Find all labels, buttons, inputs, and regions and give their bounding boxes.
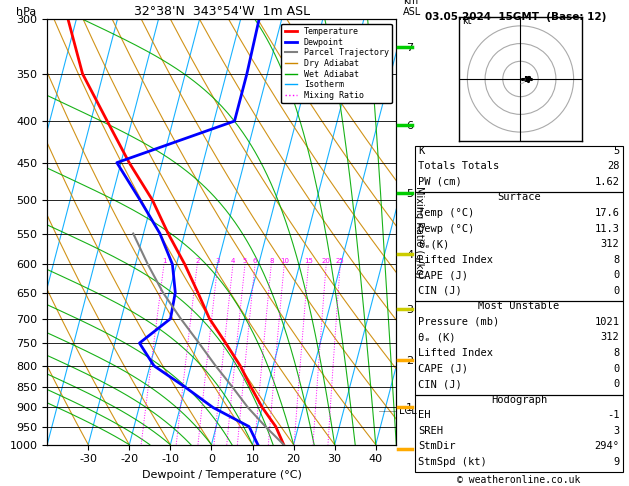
Text: 8: 8 bbox=[613, 348, 620, 358]
Text: CIN (J): CIN (J) bbox=[418, 286, 462, 296]
Text: PW (cm): PW (cm) bbox=[418, 177, 462, 187]
Text: LCL: LCL bbox=[399, 406, 417, 417]
Text: 28: 28 bbox=[607, 161, 620, 172]
Text: 11.3: 11.3 bbox=[594, 224, 620, 234]
Text: CIN (J): CIN (J) bbox=[418, 379, 462, 389]
Title: 32°38'N  343°54'W  1m ASL: 32°38'N 343°54'W 1m ASL bbox=[133, 5, 310, 18]
Text: 312: 312 bbox=[601, 239, 620, 249]
Text: 8: 8 bbox=[269, 258, 274, 264]
Text: Lifted Index: Lifted Index bbox=[418, 348, 493, 358]
Legend: Temperature, Dewpoint, Parcel Trajectory, Dry Adiabat, Wet Adiabat, Isotherm, Mi: Temperature, Dewpoint, Parcel Trajectory… bbox=[281, 24, 392, 103]
Text: 20: 20 bbox=[322, 258, 331, 264]
Text: 8: 8 bbox=[613, 255, 620, 265]
Text: 2: 2 bbox=[195, 258, 199, 264]
Text: -1: -1 bbox=[607, 410, 620, 420]
Text: Surface: Surface bbox=[497, 192, 541, 203]
Text: 6: 6 bbox=[253, 258, 257, 264]
Text: SREH: SREH bbox=[418, 426, 443, 436]
Text: 0: 0 bbox=[613, 270, 620, 280]
Text: 294°: 294° bbox=[594, 441, 620, 451]
Text: Pressure (mb): Pressure (mb) bbox=[418, 317, 499, 327]
Text: km
ASL: km ASL bbox=[403, 0, 421, 17]
Text: 3: 3 bbox=[613, 426, 620, 436]
Text: StmDir: StmDir bbox=[418, 441, 456, 451]
Text: hPa: hPa bbox=[16, 7, 36, 17]
Text: 10: 10 bbox=[280, 258, 289, 264]
Text: 9: 9 bbox=[613, 457, 620, 467]
X-axis label: Dewpoint / Temperature (°C): Dewpoint / Temperature (°C) bbox=[142, 470, 302, 480]
Text: 15: 15 bbox=[304, 258, 313, 264]
Text: 03.05.2024  15GMT  (Base: 12): 03.05.2024 15GMT (Base: 12) bbox=[425, 12, 606, 22]
Text: Totals Totals: Totals Totals bbox=[418, 161, 499, 172]
Text: 312: 312 bbox=[601, 332, 620, 343]
Text: EH: EH bbox=[418, 410, 431, 420]
Text: θₑ(K): θₑ(K) bbox=[418, 239, 450, 249]
Text: 3: 3 bbox=[216, 258, 220, 264]
Text: Hodograph: Hodograph bbox=[491, 395, 547, 405]
Text: 1: 1 bbox=[162, 258, 166, 264]
Text: Most Unstable: Most Unstable bbox=[478, 301, 560, 312]
Text: θₑ (K): θₑ (K) bbox=[418, 332, 456, 343]
Text: StmSpd (kt): StmSpd (kt) bbox=[418, 457, 487, 467]
Text: CAPE (J): CAPE (J) bbox=[418, 364, 468, 374]
Text: 5: 5 bbox=[243, 258, 247, 264]
Text: 0: 0 bbox=[613, 364, 620, 374]
Text: 17.6: 17.6 bbox=[594, 208, 620, 218]
Text: CAPE (J): CAPE (J) bbox=[418, 270, 468, 280]
Text: 1.62: 1.62 bbox=[594, 177, 620, 187]
Text: Lifted Index: Lifted Index bbox=[418, 255, 493, 265]
Text: 1021: 1021 bbox=[594, 317, 620, 327]
Text: 4: 4 bbox=[231, 258, 235, 264]
Text: Dewp (°C): Dewp (°C) bbox=[418, 224, 474, 234]
Text: kt: kt bbox=[462, 16, 472, 26]
Text: Temp (°C): Temp (°C) bbox=[418, 208, 474, 218]
Text: 0: 0 bbox=[613, 286, 620, 296]
Text: 5: 5 bbox=[613, 146, 620, 156]
Y-axis label: Mixing Ratio (g/kg): Mixing Ratio (g/kg) bbox=[415, 186, 424, 278]
Text: © weatheronline.co.uk: © weatheronline.co.uk bbox=[457, 475, 581, 485]
Text: K: K bbox=[418, 146, 425, 156]
Text: 25: 25 bbox=[336, 258, 345, 264]
Text: 0: 0 bbox=[613, 379, 620, 389]
